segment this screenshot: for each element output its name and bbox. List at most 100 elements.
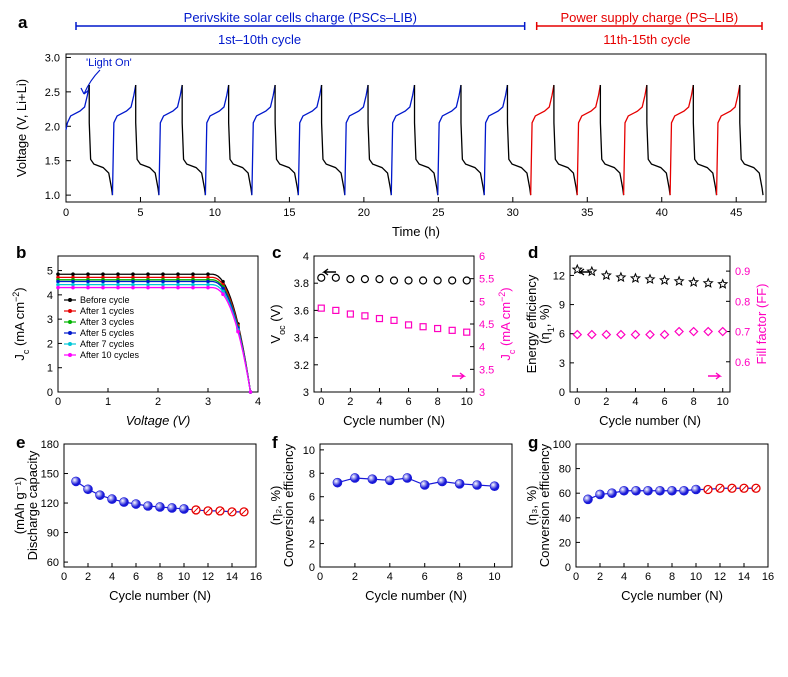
svg-text:0.8: 0.8 — [735, 296, 750, 308]
svg-text:0.6: 0.6 — [735, 357, 750, 369]
svg-text:2: 2 — [597, 571, 603, 583]
svg-text:6: 6 — [422, 571, 428, 583]
svg-text:4: 4 — [621, 571, 627, 583]
svg-text:Conversion efficiency: Conversion efficiency — [281, 443, 296, 567]
svg-text:1: 1 — [47, 363, 53, 375]
svg-text:After 10 cycles: After 10 cycles — [80, 350, 140, 360]
svg-text:15: 15 — [283, 207, 295, 219]
svg-text:2: 2 — [347, 396, 353, 408]
svg-text:4: 4 — [479, 342, 485, 354]
svg-text:4: 4 — [309, 515, 315, 527]
svg-text:12: 12 — [202, 571, 214, 583]
svg-text:2: 2 — [47, 338, 53, 350]
svg-text:3: 3 — [47, 314, 53, 326]
svg-text:0: 0 — [61, 571, 67, 583]
svg-text:3: 3 — [303, 387, 309, 399]
svg-text:100: 100 — [553, 439, 571, 451]
svg-text:After 5 cycles: After 5 cycles — [80, 328, 135, 338]
svg-text:16: 16 — [762, 571, 774, 583]
svg-text:16: 16 — [250, 571, 262, 583]
svg-text:3: 3 — [559, 358, 565, 370]
svg-text:0: 0 — [47, 387, 53, 399]
svg-text:10: 10 — [178, 571, 190, 583]
svg-text:80: 80 — [559, 464, 571, 476]
svg-text:6: 6 — [405, 396, 411, 408]
svg-text:4: 4 — [303, 251, 309, 263]
svg-text:30: 30 — [507, 207, 519, 219]
svg-text:8: 8 — [309, 468, 315, 480]
svg-text:8: 8 — [435, 396, 441, 408]
svg-text:4: 4 — [47, 290, 53, 302]
svg-text:25: 25 — [432, 207, 444, 219]
svg-text:40: 40 — [559, 513, 571, 525]
svg-text:Power supply charge (PS–LIB): Power supply charge (PS–LIB) — [560, 10, 738, 25]
svg-text:Cycle number (N): Cycle number (N) — [621, 588, 723, 603]
svg-text:6: 6 — [559, 329, 565, 341]
svg-text:10: 10 — [488, 571, 500, 583]
svg-text:6: 6 — [661, 396, 667, 408]
svg-text:3: 3 — [479, 387, 485, 399]
svg-text:4: 4 — [632, 396, 638, 408]
svg-text:Cycle number (N): Cycle number (N) — [365, 588, 467, 603]
svg-text:Discharge capacity: Discharge capacity — [25, 450, 40, 560]
svg-text:5: 5 — [479, 296, 485, 308]
svg-text:1.5: 1.5 — [45, 156, 60, 168]
svg-text:Cycle number (N): Cycle number (N) — [343, 413, 445, 428]
svg-text:Perivskite solar cells charge: Perivskite solar cells charge (PSCs–LIB) — [184, 10, 417, 25]
svg-text:Cycle number (N): Cycle number (N) — [599, 413, 701, 428]
svg-text:'Light On': 'Light On' — [86, 57, 132, 69]
svg-text:150: 150 — [41, 469, 59, 481]
svg-text:Cycle number (N): Cycle number (N) — [109, 588, 211, 603]
svg-text:20: 20 — [358, 207, 370, 219]
svg-text:After 1 cycles: After 1 cycles — [80, 306, 135, 316]
svg-text:Before cycle: Before cycle — [80, 295, 130, 305]
svg-text:35: 35 — [581, 207, 593, 219]
svg-text:4.5: 4.5 — [479, 319, 494, 331]
svg-text:10: 10 — [303, 445, 315, 457]
svg-text:Voc (V): Voc (V) — [268, 304, 287, 343]
svg-text:0: 0 — [55, 396, 61, 408]
svg-text:After 3 cycles: After 3 cycles — [80, 317, 135, 327]
svg-text:0: 0 — [318, 396, 324, 408]
svg-text:90: 90 — [47, 528, 59, 540]
svg-text:3: 3 — [205, 396, 211, 408]
svg-text:2: 2 — [309, 539, 315, 551]
svg-text:4: 4 — [255, 396, 261, 408]
svg-text:2: 2 — [603, 396, 609, 408]
svg-text:4: 4 — [109, 571, 115, 583]
svg-text:4: 4 — [387, 571, 393, 583]
svg-text:3.6: 3.6 — [294, 305, 309, 317]
svg-text:3.0: 3.0 — [45, 52, 60, 64]
svg-text:(η₂, %): (η₂, %) — [268, 486, 283, 526]
svg-text:10: 10 — [209, 207, 221, 219]
svg-text:0: 0 — [317, 571, 323, 583]
svg-text:0: 0 — [574, 396, 580, 408]
svg-text:12: 12 — [553, 270, 565, 282]
svg-text:0: 0 — [309, 562, 315, 574]
svg-text:8: 8 — [457, 571, 463, 583]
svg-text:60: 60 — [559, 488, 571, 500]
svg-text:Jc (mA cm−2): Jc (mA cm−2) — [11, 287, 31, 360]
svg-text:b: b — [16, 243, 26, 262]
svg-text:9: 9 — [559, 300, 565, 312]
svg-text:c: c — [272, 243, 281, 262]
svg-text:60: 60 — [47, 557, 59, 569]
svg-text:Conversion efficiency: Conversion efficiency — [537, 443, 552, 567]
svg-text:Voltage (V): Voltage (V) — [126, 413, 191, 428]
svg-text:1st–10th cycle: 1st–10th cycle — [218, 32, 301, 47]
svg-text:(mAh g⁻¹): (mAh g⁻¹) — [12, 477, 27, 534]
svg-text:0.7: 0.7 — [735, 327, 750, 339]
svg-text:2: 2 — [85, 571, 91, 583]
svg-text:8: 8 — [691, 396, 697, 408]
svg-text:6: 6 — [645, 571, 651, 583]
figure: a0510152025303540451.01.52.02.53.0Time (… — [10, 10, 778, 607]
svg-text:2: 2 — [155, 396, 161, 408]
svg-text:3.4: 3.4 — [294, 333, 309, 345]
svg-text:6: 6 — [133, 571, 139, 583]
svg-text:10: 10 — [690, 571, 702, 583]
svg-text:120: 120 — [41, 498, 59, 510]
svg-text:3.2: 3.2 — [294, 360, 309, 372]
svg-text:0: 0 — [573, 571, 579, 583]
svg-text:14: 14 — [226, 571, 238, 583]
svg-text:0: 0 — [559, 387, 565, 399]
